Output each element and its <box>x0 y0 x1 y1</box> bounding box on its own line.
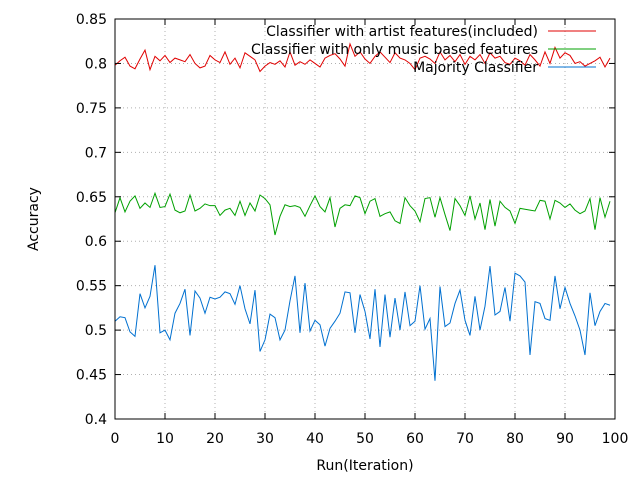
x-tick-label: 20 <box>206 431 224 447</box>
x-tick-label: 60 <box>406 431 424 447</box>
series-line-artist-features <box>114 42 611 73</box>
y-tick-label: 0.5 <box>85 323 107 339</box>
y-tick-label: 0.85 <box>76 12 107 28</box>
series-lines <box>114 42 611 381</box>
y-axis-label: Accuracy <box>26 187 42 251</box>
y-tick-label: 0.7 <box>85 145 107 161</box>
x-tick-label: 10 <box>156 431 174 447</box>
y-tick-label: 0.55 <box>76 279 107 295</box>
y-tick-label: 0.65 <box>76 190 107 206</box>
legend-entry-music-features-label: Classifier with only music based feature… <box>251 42 538 58</box>
legend-entry-artist-features-label: Classifier with artist features(included… <box>266 24 538 40</box>
y-tick-label: 0.8 <box>85 56 107 72</box>
x-tick-label: 90 <box>556 431 574 447</box>
y-tick-label: 0.45 <box>76 368 107 384</box>
x-tick-label: 50 <box>356 431 374 447</box>
series-line-majority-classifier <box>114 265 611 381</box>
x-tick-label: 100 <box>602 431 629 447</box>
y-tick-label: 0.4 <box>85 412 107 428</box>
x-axis-label: Run(Iteration) <box>316 458 413 474</box>
y-tick-label: 0.6 <box>85 234 107 250</box>
grid <box>115 19 615 419</box>
series-line-music-features <box>114 191 611 236</box>
x-tick-label: 40 <box>306 431 324 447</box>
legend-entry-majority-classifier-label: Majority Classifier <box>413 60 538 76</box>
x-tick-label: 0 <box>111 431 120 447</box>
y-tick-label: 0.75 <box>76 101 107 117</box>
x-tick-label: 70 <box>456 431 474 447</box>
x-tick-label: 30 <box>256 431 274 447</box>
x-tick-label: 80 <box>506 431 524 447</box>
legend: Classifier with artist features(included… <box>251 24 596 76</box>
axis-ticks: 0 10 20 30 40 50 60 70 80 90 100 0.4 0.45 0.5 0.55 0.6 0… <box>76 12 629 447</box>
